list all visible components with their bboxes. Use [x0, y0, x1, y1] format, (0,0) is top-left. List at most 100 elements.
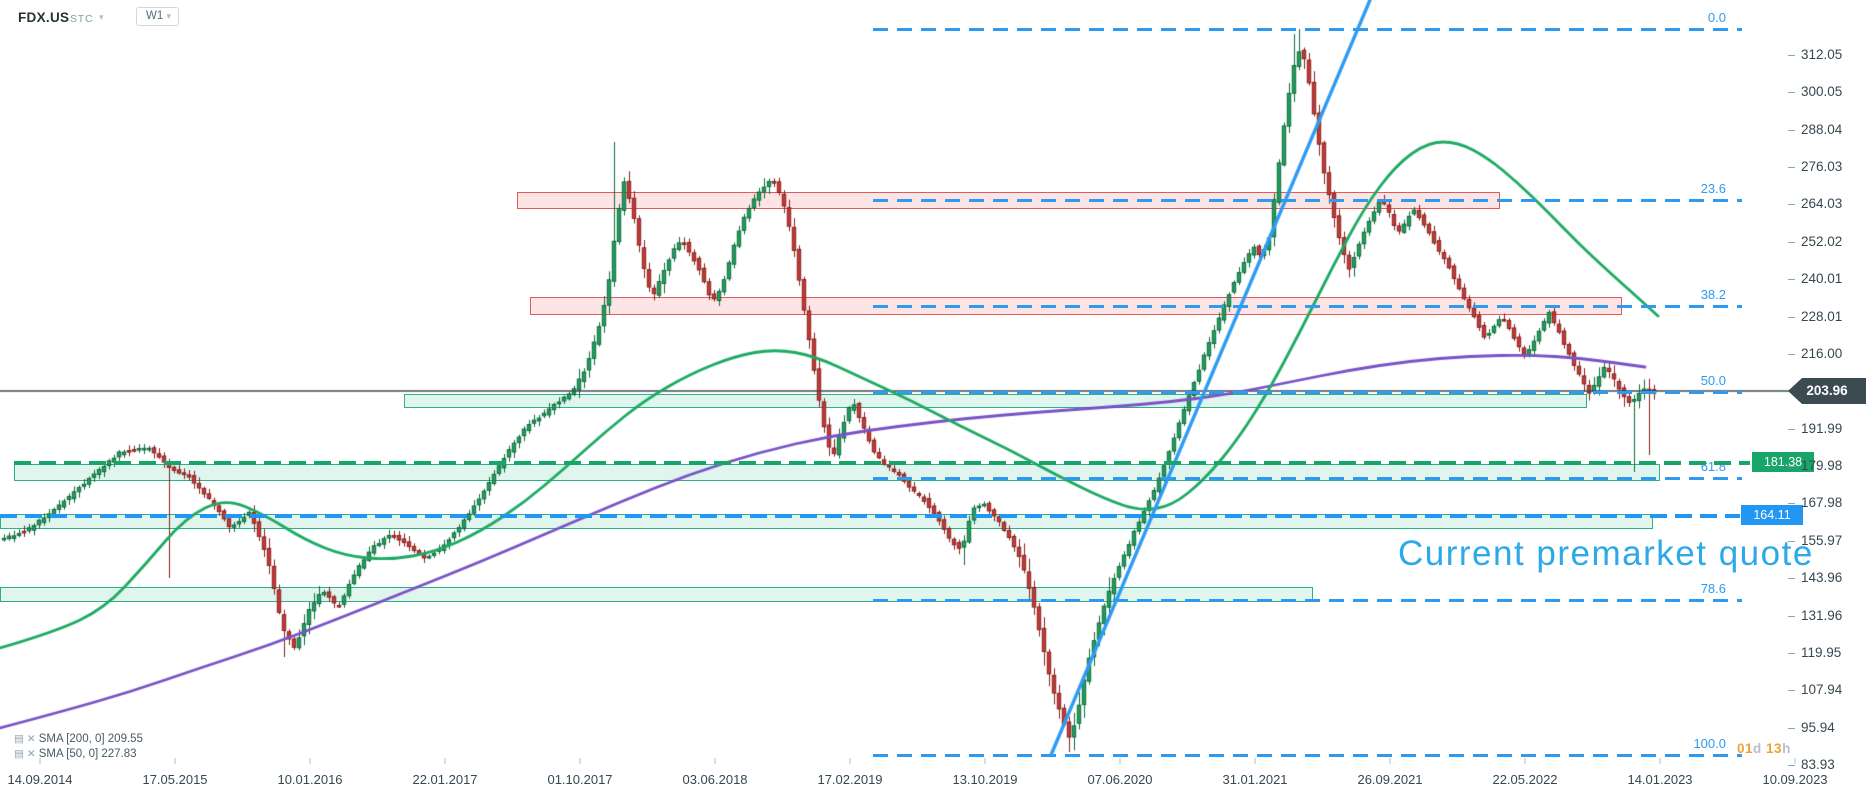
- price-axis-tick: [1788, 690, 1795, 691]
- fib-line-100.0: [873, 754, 1742, 757]
- price-axis-label: 155.97: [1801, 533, 1843, 548]
- date-axis-label: 17.02.2019: [817, 772, 883, 787]
- date-axis-label: 14.01.2023: [1627, 772, 1693, 787]
- price-axis-label: 83.93: [1801, 757, 1835, 772]
- price-axis-label: 240.01: [1801, 271, 1843, 286]
- price-axis-label: 179.98: [1801, 458, 1843, 473]
- price-axis-tick: [1788, 204, 1795, 205]
- level-line-164.11: [0, 514, 1740, 518]
- price-axis-label: 264.03: [1801, 196, 1843, 211]
- price-axis-tick: [1788, 503, 1795, 504]
- countdown-days-unit: d: [1753, 741, 1762, 756]
- date-axis-label: 26.09.2021: [1357, 772, 1423, 787]
- date-axis-tick: [1659, 758, 1661, 764]
- price-axis-label: 131.96: [1801, 608, 1843, 623]
- price-axis-tick: [1788, 92, 1795, 93]
- date-axis-label: 31.01.2021: [1222, 772, 1288, 787]
- price-axis-label: 191.99: [1801, 421, 1843, 436]
- price-axis-label: 300.05: [1801, 84, 1843, 99]
- indicator-settings-icon[interactable]: ▤: [14, 748, 24, 760]
- price-axis-label: 107.94: [1801, 682, 1843, 697]
- fib-label-50.0: 50.0: [1700, 373, 1726, 388]
- date-axis-tick: [1254, 758, 1256, 764]
- price-axis-tick: [1788, 653, 1795, 654]
- date-axis-tick: [714, 758, 716, 764]
- fib-line-78.6: [873, 599, 1742, 602]
- price-axis-tick: [1788, 242, 1795, 243]
- date-axis-tick: [849, 758, 851, 764]
- fib-label-38.2: 38.2: [1700, 287, 1726, 302]
- price-axis-label: 95.94: [1801, 720, 1835, 735]
- level-badge-164.11: 164.11: [1741, 505, 1803, 525]
- price-axis-label: 312.05: [1801, 47, 1843, 62]
- chart-header: FDX.US STC ▾ W1 ▾: [0, 0, 500, 40]
- fib-label-78.6: 78.6: [1700, 581, 1726, 596]
- price-axis-label: 119.95: [1801, 645, 1842, 660]
- price-axis-tick: [1788, 130, 1795, 131]
- candle-countdown-timer: 01d 13h: [1737, 741, 1791, 756]
- premarket-quote-annotation: Current premarket quote: [1398, 534, 1814, 573]
- date-axis-label: 14.09.2014: [7, 772, 73, 787]
- countdown-hours-unit: h: [1782, 741, 1791, 756]
- level-line-181.38: [14, 461, 1750, 465]
- fib-label-23.6: 23.6: [1700, 181, 1726, 196]
- price-axis-label: 252.02: [1801, 234, 1843, 249]
- indicator-settings-icon[interactable]: ▤: [14, 733, 24, 745]
- date-axis-tick: [1524, 758, 1526, 764]
- price-axis-tick: [1788, 167, 1795, 168]
- price-axis-tick: [1788, 541, 1795, 542]
- price-axis-label: 167.98: [1801, 495, 1843, 510]
- date-axis-label: 13.10.2019: [952, 772, 1018, 787]
- date-axis-tick: [1794, 758, 1796, 764]
- level-badge-181.38: 181.38: [1752, 452, 1814, 472]
- price-axis-tick: [1788, 279, 1795, 280]
- date-axis-label: 17.05.2015: [142, 772, 208, 787]
- date-axis-tick: [309, 758, 311, 764]
- symbol-label: FDX.US: [18, 10, 70, 25]
- date-axis-tick: [579, 758, 581, 764]
- price-axis-tick: [1788, 429, 1795, 430]
- fib-line-0.0: [873, 28, 1742, 31]
- indicator-label: SMA [50, 0] 227.83: [38, 748, 137, 760]
- countdown-hours: 13: [1766, 741, 1783, 756]
- price-axis-label: 216.00: [1801, 346, 1843, 361]
- fib-label-100.0: 100.0: [1693, 736, 1726, 751]
- chevron-down-icon[interactable]: ▾: [99, 12, 104, 22]
- date-axis-tick: [444, 758, 446, 764]
- price-axis-tick: [1788, 616, 1795, 617]
- timeframe-button[interactable]: W1 ▾: [136, 7, 179, 26]
- date-axis-label: 10.09.2023: [1762, 772, 1828, 787]
- fib-line-38.2: [873, 305, 1742, 308]
- countdown-days: 01: [1737, 741, 1754, 756]
- date-axis-label: 07.06.2020: [1087, 772, 1153, 787]
- date-axis-tick: [1389, 758, 1391, 764]
- date-axis-tick: [39, 758, 41, 764]
- indicator-close-icon[interactable]: ✕: [26, 733, 36, 745]
- date-axis-label: 01.10.2017: [547, 772, 613, 787]
- date-axis-label: 22.05.2022: [1492, 772, 1558, 787]
- date-axis-label: 10.01.2016: [277, 772, 343, 787]
- chevron-down-icon: ▾: [166, 11, 171, 21]
- fib-line-23.6: [873, 199, 1742, 202]
- price-axis-label: 228.01: [1801, 309, 1843, 324]
- indicator-close-icon[interactable]: ✕: [26, 748, 36, 760]
- fib-label-0.0: 0.0: [1707, 10, 1726, 25]
- price-axis-tick: [1788, 317, 1795, 318]
- date-axis-label: 03.06.2018: [682, 772, 748, 787]
- price-axis-tick: [1788, 466, 1795, 467]
- exchange-label[interactable]: STC: [70, 13, 94, 25]
- price-axis-tick: [1788, 55, 1795, 56]
- price-axis-label: 143.96: [1801, 570, 1843, 585]
- fib-line-50.0: [873, 391, 1742, 394]
- current-price-badge: 203.96: [1788, 378, 1866, 404]
- price-axis-tick: [1788, 578, 1795, 579]
- date-axis-tick: [174, 758, 176, 764]
- fib-line-61.8: [873, 477, 1742, 480]
- date-axis-tick: [984, 758, 986, 764]
- price-axis-tick: [1788, 728, 1795, 729]
- price-axis-label: 276.03: [1801, 159, 1843, 174]
